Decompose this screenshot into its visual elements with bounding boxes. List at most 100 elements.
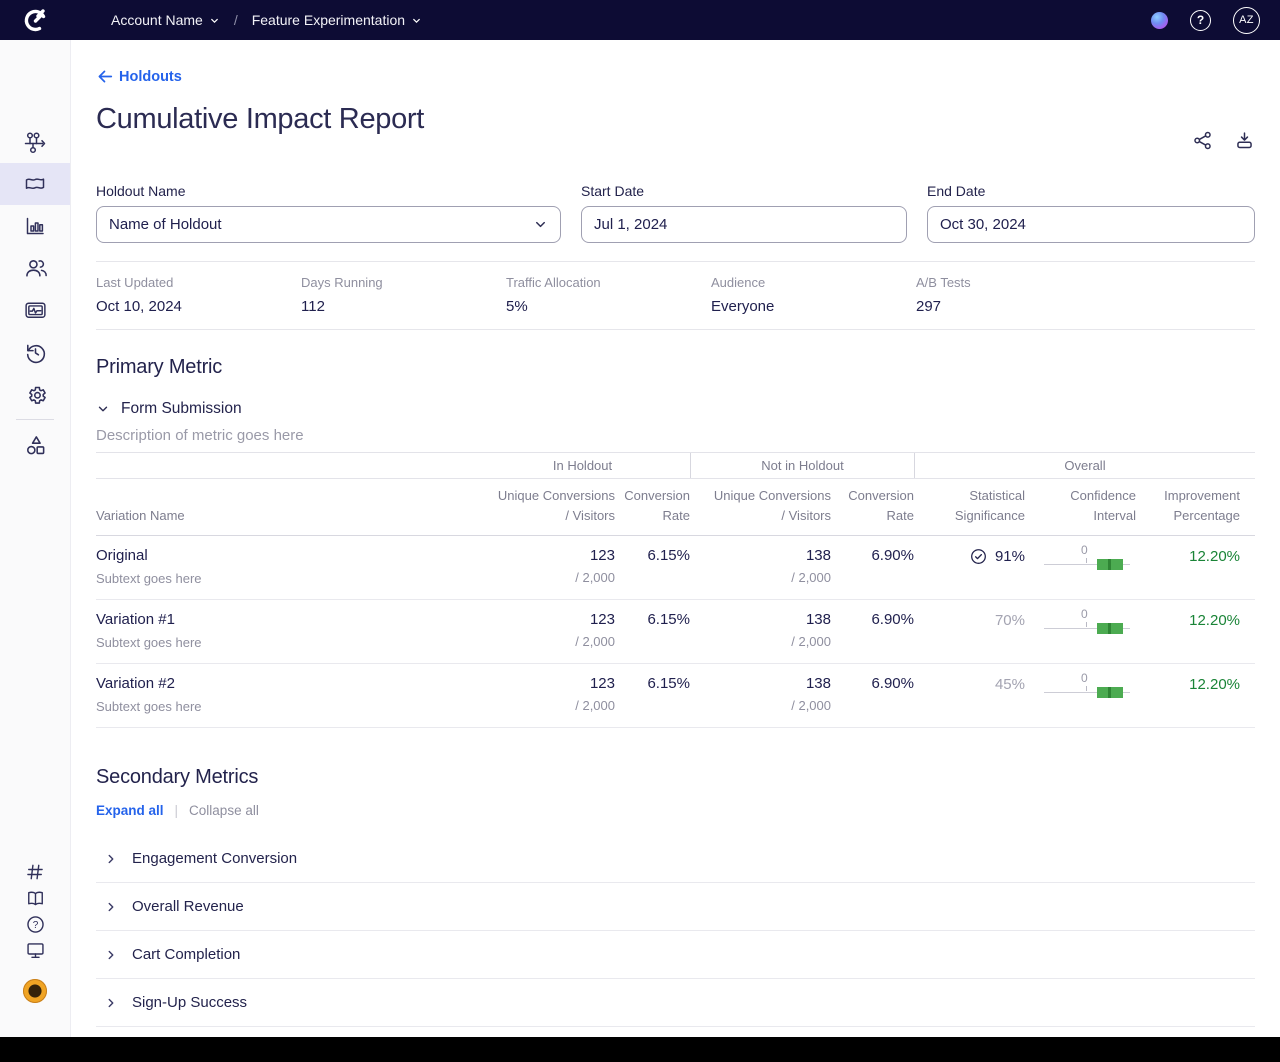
start-date-input[interactable] (594, 216, 894, 233)
chevron-right-icon (104, 852, 118, 866)
column-header: Statistical Significance (914, 486, 1025, 526)
secondary-metric-row[interactable]: Sign-Up Success (96, 979, 1255, 1027)
sidebar-item-help[interactable]: ? (25, 911, 46, 937)
primary-metric-description: Description of metric goes here (96, 427, 1255, 444)
secondary-metric-row[interactable]: Add to Cart (96, 1027, 1255, 1037)
top-navbar: Account Name / Feature Experimentation ?… (0, 0, 1280, 40)
secondary-metric-name: Overall Revenue (132, 898, 244, 915)
sidebar-item-desktop[interactable] (25, 937, 46, 963)
holdout-summary: Last Updated Oct 10, 2024 Days Running 1… (96, 262, 1255, 329)
chevron-right-icon (104, 900, 118, 914)
not-in-holdout-rate: 6.90% (831, 547, 914, 586)
not-in-holdout-conversions: 138 (690, 611, 831, 628)
ci-interval-bar (1097, 687, 1123, 698)
statistical-significance: 45% (914, 675, 1025, 714)
sidebar-item-docs[interactable] (25, 885, 46, 911)
summary-value: 5% (506, 298, 711, 315)
holdout-name-label: Holdout Name (96, 183, 561, 199)
user-avatar[interactable]: AZ (1233, 7, 1260, 34)
download-button[interactable] (1234, 130, 1255, 151)
start-date-wrapper (581, 206, 907, 243)
variation-subtext: Subtext goes here (96, 571, 475, 586)
primary-metric-table: In Holdout Not in Holdout Overall Variat… (96, 452, 1255, 728)
significance-value: 45% (995, 676, 1025, 693)
help-button[interactable]: ? (1190, 10, 1211, 31)
back-link-label: Holdouts (119, 69, 182, 85)
ci-zero-tick (1086, 686, 1087, 691)
breadcrumb-account[interactable]: Account Name (111, 12, 220, 28)
summary-value: Everyone (711, 298, 916, 315)
sidebar-item-history[interactable] (0, 331, 70, 373)
in-holdout-conversions: 123 (475, 611, 615, 628)
history-icon (23, 340, 48, 365)
breadcrumb-separator: / (234, 12, 238, 28)
secondary-metric-name: Cart Completion (132, 946, 240, 963)
holdout-name-field-group: Holdout Name Name of Holdout (96, 183, 561, 243)
not-in-holdout-visitors: / 2,000 (690, 570, 831, 585)
desktop-icon (25, 940, 46, 961)
sidebar-item-events[interactable] (0, 289, 70, 331)
not-in-holdout-conversions: 138 (690, 675, 831, 692)
column-header: Unique Conversions / Visitors (690, 486, 831, 526)
table-group-header-row: In Holdout Not in Holdout Overall (96, 453, 1255, 479)
variation-name: Variation #2 (96, 675, 475, 692)
in-holdout-conversions: 123 (475, 547, 615, 564)
back-to-holdouts-link[interactable]: Holdouts (96, 68, 182, 85)
not-in-holdout-rate: 6.90% (831, 611, 914, 650)
bar-chart-icon (23, 214, 47, 238)
summary-label: Days Running (301, 275, 506, 290)
docs-book-icon (25, 888, 46, 909)
sunflower-avatar[interactable] (23, 979, 47, 1003)
ci-interval-bar (1097, 559, 1123, 570)
column-header: Improvement Percentage (1136, 486, 1255, 526)
holdout-name-select[interactable]: Name of Holdout (96, 206, 561, 243)
end-date-input[interactable] (940, 216, 1242, 233)
sidebar-item-settings[interactable] (0, 373, 70, 415)
main-content: Holdouts Cumulative Impact Report (71, 40, 1280, 1037)
group-header-in-holdout: In Holdout (475, 458, 690, 473)
sidebar-item-apps[interactable] (0, 424, 70, 466)
ci-zero-tick (1086, 558, 1087, 563)
secondary-metric-row[interactable]: Overall Revenue (96, 883, 1255, 931)
chevron-down-icon (411, 15, 422, 26)
not-in-holdout-visitors: / 2,000 (690, 698, 831, 713)
in-holdout-rate: 6.15% (615, 611, 690, 650)
improvement-percentage: 12.20% (1136, 611, 1255, 650)
sidebar-item-audiences[interactable] (0, 247, 70, 289)
ci-zero-tick (1086, 622, 1087, 627)
breadcrumb-product[interactable]: Feature Experimentation (252, 12, 422, 28)
in-holdout-visitors: / 2,000 (475, 698, 615, 713)
share-button[interactable] (1192, 130, 1213, 151)
summary-value: 112 (301, 298, 506, 315)
secondary-metric-row[interactable]: Cart Completion (96, 931, 1255, 979)
holdout-name-value: Name of Holdout (109, 216, 222, 233)
significance-value: 91% (995, 548, 1025, 565)
not-in-holdout-conversions: 138 (690, 547, 831, 564)
sidebar-item-flags[interactable] (0, 163, 70, 205)
chevron-down-icon (96, 402, 110, 416)
sidebar-divider (16, 419, 54, 420)
secondary-metric-row[interactable]: Engagement Conversion (96, 835, 1255, 883)
column-header: Conversion Rate (615, 486, 690, 526)
sidebar-item-community[interactable] (25, 859, 45, 885)
in-holdout-conversions: 123 (475, 675, 615, 692)
shapes-icon (23, 433, 48, 458)
optimizely-logo[interactable] (0, 7, 71, 33)
significance-value: 70% (995, 612, 1025, 629)
summary-label: Audience (711, 275, 916, 290)
primary-metric-toggle[interactable]: Form Submission (96, 400, 1255, 418)
expand-all-link[interactable]: Expand all (96, 803, 164, 818)
table-row: Original Subtext goes here 123 / 2,000 6… (96, 536, 1255, 600)
not-in-holdout-rate: 6.90% (831, 675, 914, 714)
variation-subtext: Subtext goes here (96, 699, 475, 714)
download-icon (1234, 130, 1255, 151)
in-holdout-visitors: / 2,000 (475, 634, 615, 649)
sidebar-item-pipeline[interactable] (0, 121, 70, 163)
help-glyph: ? (1197, 13, 1204, 27)
start-date-label: Start Date (581, 183, 907, 199)
assistant-orb-icon[interactable] (1151, 12, 1168, 29)
chevron-down-icon (209, 15, 220, 26)
sidebar-item-reports[interactable] (0, 205, 70, 247)
collapse-all-link[interactable]: Collapse all (189, 803, 259, 818)
ci-zero-label: 0 (1081, 543, 1088, 557)
